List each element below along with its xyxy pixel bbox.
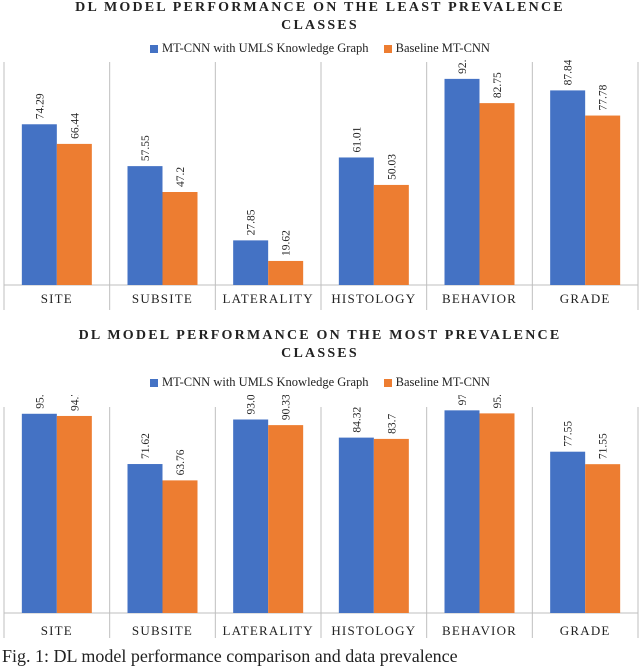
legend-item-baseline: Baseline MT-CNN (383, 375, 490, 390)
category-label-histology: HISTOLOGY (331, 291, 416, 306)
legend-swatch-blue (150, 44, 159, 53)
legend-swatch-orange (383, 378, 392, 387)
legend-label: Baseline MT-CNN (395, 375, 490, 389)
category-label-grade: GRADE (560, 291, 611, 306)
value-label: 90.33 (281, 395, 293, 420)
bar-subsite-mt-cnn-umls (127, 166, 163, 285)
chart-legend: MT-CNN with UMLS Knowledge Graph Baselin… (0, 375, 640, 391)
bar-grade-mt-cnn-umls (550, 451, 586, 613)
category-label-grade: GRADE (560, 623, 611, 638)
value-label: 93.03 (246, 395, 258, 414)
legend-swatch-blue (150, 378, 159, 387)
bar-histology-mt-cnn-umls (338, 157, 374, 285)
bar-histology-baseline (373, 184, 409, 285)
legend-item-mt-cnn-umls: MT-CNN with UMLS Knowledge Graph (150, 375, 369, 390)
category-label-behavior: BEHAVIOR (442, 623, 517, 638)
bar-site-baseline (56, 143, 92, 285)
category-label-histology: HISTOLOGY (331, 623, 416, 638)
chart-plot-area-most: 95.78 94.73 SITE 71.62 63.76 SUBSITE 93.03 90.3… (3, 395, 639, 638)
value-label: 66.44 (69, 113, 81, 139)
bar-behavior-baseline (479, 413, 515, 613)
bar-grade-mt-cnn-umls (550, 90, 586, 286)
bar-subsite-mt-cnn-umls (127, 464, 163, 613)
value-label: 19.62 (281, 230, 293, 256)
chart-plot-area-least: 74.29 66.44 SITE 57.55 47.2 SUBSITE 27.85 19.62… (3, 60, 639, 310)
bar-behavior-baseline (479, 103, 515, 285)
category-label-behavior: BEHAVIOR (442, 291, 517, 306)
value-label: 61.01 (351, 126, 363, 152)
bar-subsite-baseline (162, 480, 198, 613)
bar-subsite-baseline (162, 192, 198, 285)
category-label-subsite: SUBSITE (132, 291, 193, 306)
value-label: 92.45 (457, 60, 469, 74)
value-label: 63.76 (175, 449, 187, 475)
chart-legend: MT-CNN with UMLS Knowledge Graph Baselin… (0, 41, 640, 57)
chart-title-line2: CLASSES (281, 18, 359, 33)
legend-label: MT-CNN with UMLS Knowledge Graph (162, 41, 369, 55)
value-label: 71.62 (140, 433, 152, 459)
value-label: 94.73 (69, 395, 81, 411)
category-label-site: SITE (41, 291, 73, 306)
bar-histology-baseline (373, 438, 409, 613)
bar-grade-baseline (585, 464, 621, 613)
value-label: 84.32 (351, 406, 363, 432)
chart-title-line1: DL MODEL PERFORMANCE ON THE MOST PREVALE… (78, 328, 562, 343)
figure-caption: Fig. 1: DL model performance comparison … (2, 646, 458, 666)
category-label-site: SITE (41, 623, 73, 638)
value-label: 71.55 (598, 433, 610, 459)
bar-laterality-baseline (268, 260, 304, 285)
chart-title: DL MODEL PERFORMANCE ON THE MOST PREVALE… (0, 327, 640, 363)
category-label-subsite: SUBSITE (132, 623, 193, 638)
chart-title: DL MODEL PERFORMANCE ON THE LEAST PREVAL… (0, 0, 640, 35)
value-label: 27.85 (246, 209, 258, 235)
bar-laterality-mt-cnn-umls (233, 240, 269, 285)
bar-grade-baseline (585, 115, 621, 285)
value-label: 82.75 (492, 72, 504, 98)
value-label: 97.43 (457, 395, 469, 405)
value-label: 57.55 (140, 135, 152, 161)
bar-laterality-mt-cnn-umls (233, 419, 269, 613)
value-label: 77.78 (598, 84, 610, 110)
legend-item-baseline: Baseline MT-CNN (383, 41, 490, 56)
legend-swatch-orange (383, 44, 392, 53)
bar-behavior-mt-cnn-umls (444, 410, 480, 613)
bar-laterality-baseline (268, 425, 304, 613)
bar-site-mt-cnn-umls (21, 124, 57, 286)
category-label-laterality: LATERALITY (222, 623, 313, 638)
value-label: 77.55 (563, 421, 575, 447)
legend-label: Baseline MT-CNN (395, 41, 490, 55)
chart-title-line1: DL MODEL PERFORMANCE ON THE LEAST PREVAL… (75, 0, 565, 15)
value-label: 83.7 (386, 414, 398, 434)
value-label: 95.97 (492, 395, 504, 408)
bar-site-mt-cnn-umls (21, 413, 57, 613)
bar-behavior-mt-cnn-umls (444, 78, 480, 285)
legend-label: MT-CNN with UMLS Knowledge Graph (162, 375, 369, 389)
value-label: 87.84 (563, 60, 575, 85)
chart-title-line2: CLASSES (281, 346, 359, 361)
value-label: 74.29 (34, 93, 46, 119)
value-label: 95.78 (34, 395, 46, 409)
value-label: 47.2 (175, 167, 187, 187)
bar-histology-mt-cnn-umls (338, 437, 374, 613)
bar-site-baseline (56, 415, 92, 613)
legend-item-mt-cnn-umls: MT-CNN with UMLS Knowledge Graph (150, 41, 369, 56)
value-label: 50.03 (386, 154, 398, 180)
category-label-laterality: LATERALITY (222, 291, 313, 306)
